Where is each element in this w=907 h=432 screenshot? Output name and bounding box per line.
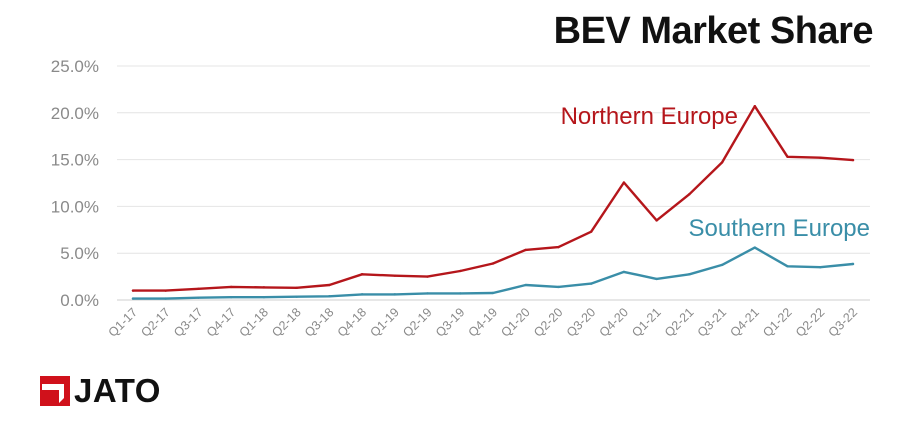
y-tick-label: 20.0% <box>51 104 99 123</box>
y-tick-label: 5.0% <box>60 244 99 263</box>
x-tick-label: Q2-18 <box>269 305 303 339</box>
data-point <box>557 245 560 249</box>
jato-logo-mark-icon <box>40 375 70 406</box>
data-point <box>229 285 233 289</box>
series-lines <box>131 104 855 300</box>
x-tick-label: Q3-19 <box>433 305 467 339</box>
data-point <box>426 292 429 295</box>
x-tick-label: Q4-18 <box>335 305 369 339</box>
x-tick-label: Q1-17 <box>106 305 140 339</box>
data-point <box>164 289 167 292</box>
data-point <box>229 295 233 299</box>
x-tick-label: Q4-21 <box>727 305 761 339</box>
data-point <box>131 289 135 292</box>
x-tick-label: Q4-17 <box>204 305 238 339</box>
x-tick-label: Q4-19 <box>466 305 500 339</box>
series-label: Southern Europe <box>689 215 870 242</box>
logo-mark-background <box>40 375 70 406</box>
x-tick-label: Q2-21 <box>662 305 696 339</box>
x-tick-label: Q3-20 <box>564 305 598 339</box>
x-tick-label: Q4-20 <box>597 305 631 339</box>
x-tick-label: Q2-17 <box>138 305 172 339</box>
x-tick-label: Q2-19 <box>400 305 434 339</box>
x-tick-label: Q3-22 <box>826 305 860 339</box>
x-tick-label: Q1-21 <box>629 305 663 339</box>
x-tick-label: Q2-20 <box>531 305 565 339</box>
data-point <box>786 265 789 268</box>
data-point <box>328 295 331 298</box>
data-point <box>262 295 266 299</box>
x-tick-label: Q3-17 <box>171 305 205 339</box>
y-tick-label: 25.0% <box>51 57 99 76</box>
data-point <box>328 283 331 287</box>
data-point <box>295 286 298 290</box>
x-tick-label: Q2-22 <box>793 305 827 339</box>
data-point <box>622 270 626 274</box>
data-point <box>360 293 364 296</box>
data-point <box>295 295 298 298</box>
data-point <box>753 246 757 249</box>
data-point <box>491 262 495 265</box>
y-tick-label: 10.0% <box>51 197 99 216</box>
series-labels: Northern Europe Southern Europe <box>561 103 870 242</box>
chart-title: BEV Market Share <box>553 10 874 52</box>
data-point <box>491 291 495 295</box>
logo-wordmark: JATO <box>74 372 161 409</box>
series-label: Northern Europe <box>561 103 738 130</box>
data-point <box>360 273 364 276</box>
data-point <box>459 269 462 273</box>
x-tick-label: Q3-18 <box>302 305 336 339</box>
data-point <box>720 161 724 164</box>
data-point <box>851 158 855 162</box>
x-tick-label: Q1-22 <box>760 305 794 339</box>
data-point <box>655 277 658 281</box>
gridlines <box>117 65 870 301</box>
data-point <box>393 293 397 296</box>
y-axis-ticks: 0.0% 5.0% 10.0% 15.0% 20.0% 25.0% <box>51 57 99 310</box>
x-axis-ticks: Q1-17Q2-17Q3-17Q4-17Q1-18Q2-18Q3-18Q4-18… <box>106 305 860 339</box>
x-tick-label: Q1-19 <box>367 305 401 339</box>
x-tick-label: Q1-18 <box>237 305 271 339</box>
data-point <box>589 282 593 285</box>
data-point <box>426 275 429 278</box>
data-point <box>786 155 789 158</box>
data-point <box>851 262 855 266</box>
data-point <box>688 193 691 196</box>
data-point <box>197 296 200 299</box>
y-tick-label: 0.0% <box>60 291 99 310</box>
data-point <box>720 263 724 267</box>
data-point <box>524 248 527 252</box>
data-point <box>459 292 462 295</box>
data-point <box>688 273 691 276</box>
data-point <box>262 286 266 289</box>
series-line-southern-europe <box>131 246 855 300</box>
data-point <box>622 181 626 184</box>
data-point <box>131 297 135 300</box>
data-point <box>655 219 658 222</box>
data-point <box>197 287 200 290</box>
x-tick-label: Q3-21 <box>695 305 729 339</box>
y-tick-label: 15.0% <box>51 151 99 170</box>
jato-logo: JATO <box>40 374 161 407</box>
data-point <box>524 283 527 287</box>
data-point <box>753 105 757 108</box>
x-tick-label: Q1-20 <box>498 305 532 339</box>
data-point <box>164 297 167 300</box>
data-point <box>557 285 560 289</box>
data-point <box>589 230 593 233</box>
data-point <box>393 274 397 277</box>
data-point <box>819 156 822 159</box>
data-point <box>819 266 822 269</box>
